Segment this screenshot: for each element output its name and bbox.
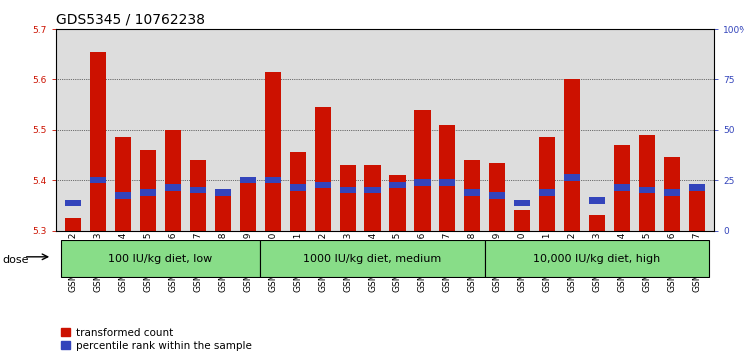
Bar [689,188,705,231]
Bar [240,183,256,231]
Bar [289,184,306,191]
Bar [514,211,530,231]
Bar [414,179,431,186]
Bar [90,52,106,231]
Bar [464,160,481,231]
Bar [315,107,331,231]
Bar [589,197,605,204]
Bar [539,137,555,231]
Bar [165,130,181,231]
Bar [414,110,431,231]
Bar [65,218,81,231]
Bar [215,189,231,196]
Bar [165,184,181,191]
Bar [115,137,131,231]
Bar [639,135,655,231]
Bar [564,174,580,181]
Text: dose: dose [2,254,29,265]
Bar [339,165,356,231]
Bar [140,150,156,231]
Bar [389,175,405,231]
Bar [514,200,530,206]
Bar [489,192,505,199]
Bar [439,125,455,231]
Bar [265,72,281,231]
Bar [489,163,505,231]
Legend: transformed count, percentile rank within the sample: transformed count, percentile rank withi… [61,328,251,351]
Bar [464,189,481,196]
Bar [240,177,256,183]
Bar [614,145,630,231]
Bar [664,158,680,231]
Bar [365,165,381,231]
Bar [90,177,106,183]
Text: GDS5345 / 10762238: GDS5345 / 10762238 [56,13,205,27]
Bar [439,179,455,186]
Bar [115,192,131,199]
Text: 10,000 IU/kg diet, high: 10,000 IU/kg diet, high [533,254,661,264]
FancyBboxPatch shape [61,240,260,277]
Bar [289,152,306,231]
Bar [315,182,331,188]
Bar [589,215,605,231]
Bar [614,184,630,191]
Bar [190,187,206,193]
Text: 100 IU/kg diet, low: 100 IU/kg diet, low [109,254,213,264]
Bar [339,187,356,193]
Bar [65,200,81,206]
FancyBboxPatch shape [260,240,485,277]
FancyBboxPatch shape [485,240,709,277]
Bar [365,187,381,193]
Bar [564,79,580,231]
Bar [389,182,405,188]
Text: 1000 IU/kg diet, medium: 1000 IU/kg diet, medium [304,254,442,264]
Bar [539,189,555,196]
Bar [689,184,705,191]
Bar [664,189,680,196]
Bar [639,187,655,193]
Bar [140,189,156,196]
Bar [265,177,281,183]
Bar [215,190,231,231]
Bar [190,160,206,231]
